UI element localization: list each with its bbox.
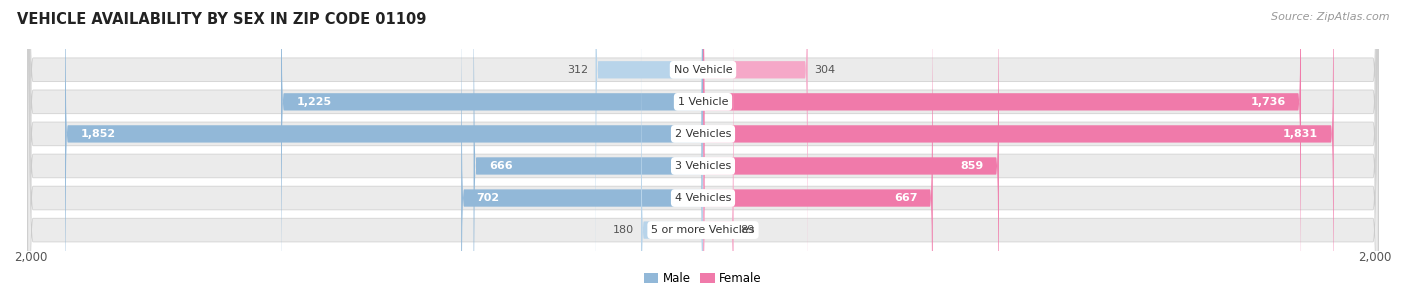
Text: 859: 859 — [960, 161, 983, 171]
Text: 666: 666 — [489, 161, 513, 171]
FancyBboxPatch shape — [703, 0, 734, 306]
Text: 2,000: 2,000 — [1358, 251, 1392, 264]
Legend: Male, Female: Male, Female — [640, 267, 766, 289]
FancyBboxPatch shape — [65, 0, 703, 306]
FancyBboxPatch shape — [641, 0, 703, 306]
FancyBboxPatch shape — [596, 0, 703, 306]
FancyBboxPatch shape — [281, 0, 703, 306]
Text: 1,852: 1,852 — [80, 129, 115, 139]
FancyBboxPatch shape — [28, 0, 1378, 306]
FancyBboxPatch shape — [28, 0, 1378, 306]
Text: 1,225: 1,225 — [297, 97, 332, 107]
Text: 1,831: 1,831 — [1284, 129, 1319, 139]
Text: 180: 180 — [613, 225, 634, 235]
FancyBboxPatch shape — [28, 0, 1378, 306]
Text: 667: 667 — [894, 193, 917, 203]
Text: 2,000: 2,000 — [14, 251, 48, 264]
Text: 1 Vehicle: 1 Vehicle — [678, 97, 728, 107]
Text: 2 Vehicles: 2 Vehicles — [675, 129, 731, 139]
Text: 312: 312 — [568, 65, 589, 75]
FancyBboxPatch shape — [703, 0, 998, 306]
Text: 702: 702 — [477, 193, 499, 203]
Text: 304: 304 — [814, 65, 835, 75]
Text: 4 Vehicles: 4 Vehicles — [675, 193, 731, 203]
FancyBboxPatch shape — [703, 0, 1301, 306]
Text: 89: 89 — [741, 225, 755, 235]
Text: 5 or more Vehicles: 5 or more Vehicles — [651, 225, 755, 235]
FancyBboxPatch shape — [28, 0, 1378, 306]
FancyBboxPatch shape — [703, 0, 932, 306]
Text: Source: ZipAtlas.com: Source: ZipAtlas.com — [1271, 12, 1389, 22]
FancyBboxPatch shape — [703, 0, 807, 306]
Text: No Vehicle: No Vehicle — [673, 65, 733, 75]
Text: 1,736: 1,736 — [1250, 97, 1285, 107]
FancyBboxPatch shape — [461, 0, 703, 306]
FancyBboxPatch shape — [28, 0, 1378, 306]
FancyBboxPatch shape — [474, 0, 703, 306]
Text: VEHICLE AVAILABILITY BY SEX IN ZIP CODE 01109: VEHICLE AVAILABILITY BY SEX IN ZIP CODE … — [17, 12, 426, 27]
FancyBboxPatch shape — [703, 0, 1334, 306]
Text: 3 Vehicles: 3 Vehicles — [675, 161, 731, 171]
FancyBboxPatch shape — [28, 0, 1378, 306]
